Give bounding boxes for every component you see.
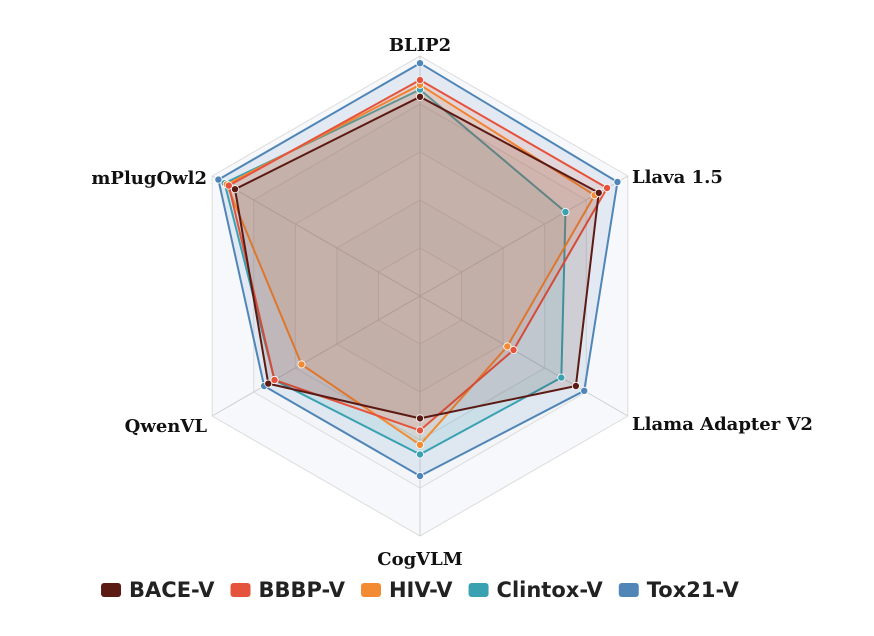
- legend-label-hiv-v: HIV-V: [389, 578, 453, 602]
- legend-item-clintox-v: Clintox-V: [468, 578, 604, 602]
- point-bace-v-llama-adapter-v2: [571, 381, 580, 390]
- point-tox21-v-llama-adapter-v2: [580, 386, 589, 395]
- point-bbbp-v-mplugowl2: [224, 181, 233, 190]
- legend-label-tox21-v: Tox21-V: [647, 578, 740, 602]
- axis-labels: BLIP2 Llava 1.5 Llama Adapter V2 CogVLM Qwen…: [91, 35, 813, 570]
- point-bbbp-v-blip2: [415, 76, 424, 85]
- legend-item-bbbp-v: BBBP-V: [230, 578, 346, 602]
- point-bace-v-qwenvl: [264, 379, 273, 388]
- legend-item-hiv-v: HIV-V: [360, 578, 453, 602]
- point-hiv-v-qwenvl: [297, 360, 306, 369]
- point-bbbp-v-qwenvl: [270, 375, 279, 384]
- point-bace-v-mplugowl2: [231, 185, 240, 194]
- axis-label-llama-adapter-v2: Llama Adapter V2: [632, 414, 813, 435]
- legend-swatch-hiv-v: [360, 583, 381, 597]
- spoke-qwenvl: [211, 295, 421, 417]
- point-hiv-v-llama-adapter-v2: [503, 342, 512, 351]
- point-tox21-v-blip2: [415, 59, 424, 68]
- point-tox21-v-mplugowl2: [214, 175, 223, 184]
- point-clintox-v-llava-1-5: [561, 207, 570, 216]
- legend-item-bace-v: BACE-V: [101, 578, 215, 602]
- legend-swatch-clintox-v: [468, 583, 489, 597]
- point-bace-v-blip2: [415, 92, 424, 101]
- axis-label-qwenvl: QwenVL: [125, 416, 208, 437]
- point-bbbp-v-llava-1-5: [603, 183, 612, 192]
- point-clintox-v-llama-adapter-v2: [557, 373, 566, 382]
- point-bace-v-llava-1-5: [594, 188, 603, 197]
- point-bbbp-v-cogvlm: [415, 426, 424, 435]
- legend-label-clintox-v: Clintox-V: [497, 578, 604, 602]
- axis-label-mplugowl2: mPlugOwl2: [91, 168, 207, 189]
- axis-label-llava-1-5: Llava 1.5: [632, 167, 723, 188]
- spoke-llama-adapter-v2: [419, 295, 629, 417]
- point-clintox-v-cogvlm: [415, 450, 424, 459]
- axis-label-blip2: BLIP2: [389, 35, 451, 56]
- legend-swatch-tox21-v: [618, 583, 639, 597]
- point-hiv-v-cogvlm: [415, 440, 424, 449]
- axis-label-cogvlm: CogVLM: [377, 549, 463, 570]
- legend-swatch-bbbp-v: [230, 583, 251, 597]
- legend-item-tox21-v: Tox21-V: [618, 578, 740, 602]
- point-bbbp-v-llama-adapter-v2: [509, 345, 518, 354]
- point-bace-v-cogvlm: [415, 414, 424, 423]
- point-tox21-v-cogvlm: [415, 471, 424, 480]
- legend-label-bbbp-v: BBBP-V: [259, 578, 346, 602]
- point-tox21-v-llava-1-5: [613, 177, 622, 186]
- legend-label-bace-v: BACE-V: [129, 578, 215, 602]
- legend-swatch-bace-v: [101, 583, 122, 597]
- legend: BACE-V BBBP-V HIV-V Clintox-V Tox21-V: [101, 578, 740, 602]
- spoke-mplugowl2: [211, 175, 421, 297]
- radar-series: [214, 59, 622, 480]
